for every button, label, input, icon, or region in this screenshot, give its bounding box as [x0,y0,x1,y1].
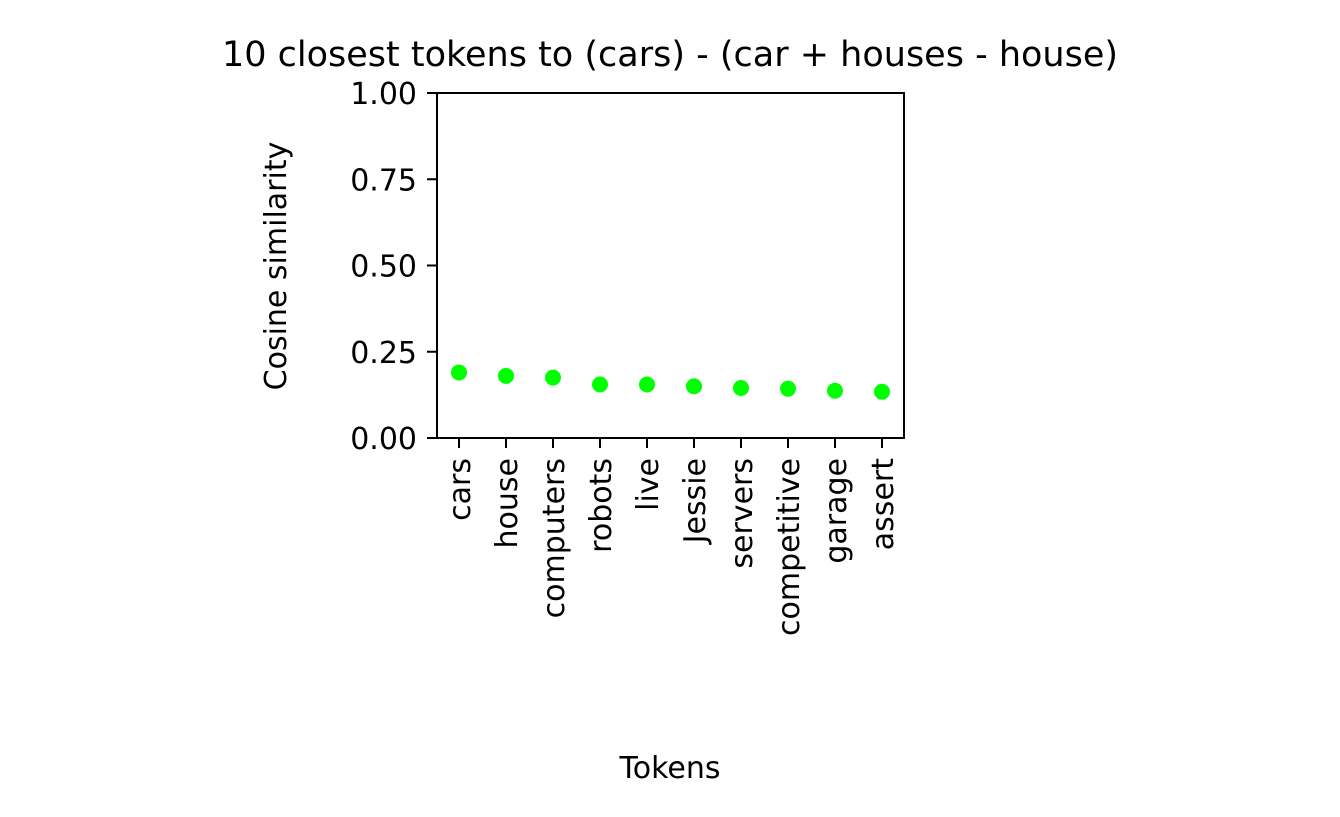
x-tick-label: servers [725,458,760,569]
data-point [639,376,655,393]
x-tick-label: competitive [772,458,807,636]
data-point [592,376,608,393]
x-tick-label: garage [819,458,854,564]
data-point [545,369,561,386]
y-tick-label: 0.00 [350,422,417,457]
data-point [451,364,467,381]
x-tick-label: computers [537,458,572,618]
y-tick-label: 0.25 [350,336,417,371]
y-tick-label: 0.50 [350,250,417,285]
y-axis-label: Cosine similarity [259,142,294,391]
plot-area: 0.00 0.25 0.50 0.75 1.00 cars house computers ro… [350,77,905,636]
data-point [827,382,843,399]
x-tick-label: robots [584,458,619,553]
data-point [780,380,796,397]
data-point [498,367,514,384]
x-tick-label: Jessie [678,458,713,545]
data-point [874,383,890,400]
data-point [686,378,702,395]
x-tick-label: live [631,458,666,511]
x-tick-label: cars [443,458,478,521]
y-tick-label: 1.00 [350,77,417,112]
x-tick-label: assert [866,458,901,550]
chart-title: 10 closest tokens to (cars) - (car + hou… [222,35,1118,75]
y-tick-label: 0.75 [350,163,417,198]
x-axis-label: Tokens [619,751,721,786]
data-point [733,379,749,396]
x-tick-label: house [490,458,525,548]
